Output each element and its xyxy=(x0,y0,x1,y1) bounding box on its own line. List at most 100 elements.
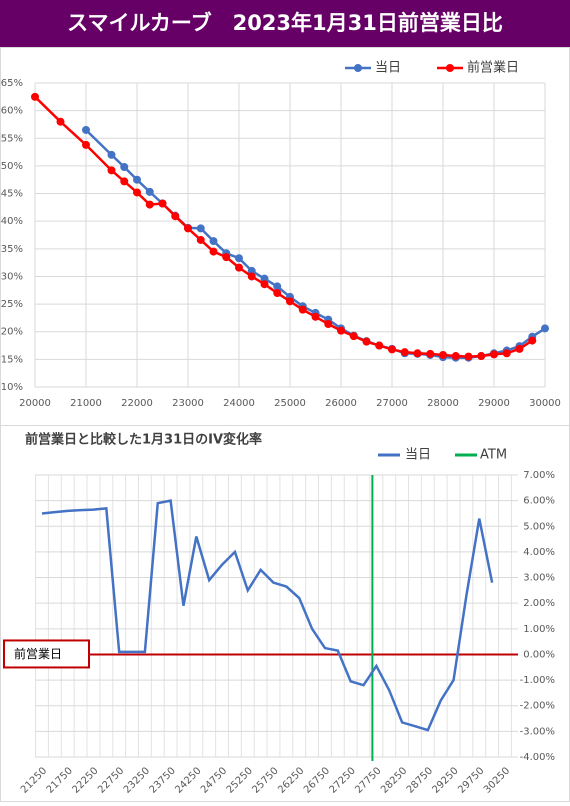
data-point xyxy=(502,349,511,358)
y-tick-label: -3.00% xyxy=(520,726,555,737)
y-tick-label: 2.00% xyxy=(523,598,555,609)
y-tick-label: 55% xyxy=(1,133,23,144)
y-tick-label: 65% xyxy=(1,78,23,89)
y-tick-label: 20% xyxy=(1,327,23,338)
data-point xyxy=(337,326,345,335)
x-tick-label: 26000 xyxy=(325,398,357,409)
x-tick-label: 27750 xyxy=(353,765,383,795)
y-tick-label: 5.00% xyxy=(523,521,555,532)
x-tick-label: 21750 xyxy=(45,765,75,795)
data-point xyxy=(439,350,447,359)
data-point xyxy=(171,212,180,221)
x-tick-label: 29750 xyxy=(456,765,486,795)
data-point xyxy=(145,187,154,196)
baseline-label-box xyxy=(3,639,90,669)
y-tick-label: 45% xyxy=(1,189,23,200)
data-point xyxy=(247,272,256,281)
x-tick-label: 20000 xyxy=(19,398,51,409)
data-point xyxy=(31,92,39,101)
legend-marker xyxy=(354,64,362,72)
x-tick-label: 22000 xyxy=(121,398,153,409)
data-point xyxy=(311,312,320,321)
data-point xyxy=(196,235,205,244)
x-tick-label: 27250 xyxy=(328,765,358,795)
series-line xyxy=(41,499,494,732)
y-tick-label: 4.00% xyxy=(523,547,555,558)
y-tick-label: 50% xyxy=(1,161,23,172)
x-tick-label: 23250 xyxy=(122,765,152,795)
data-point xyxy=(515,344,524,353)
data-point xyxy=(120,177,129,186)
data-point xyxy=(490,350,498,359)
x-tick-label: 26250 xyxy=(276,765,306,795)
y-tick-label: 15% xyxy=(1,354,23,365)
chart-title: 前営業日と比較した1月31日のIV変化率 xyxy=(25,432,262,448)
legend-label: 当日 xyxy=(405,448,431,463)
data-point xyxy=(477,352,486,361)
x-tick-label: 28250 xyxy=(379,765,409,795)
data-point xyxy=(260,274,269,283)
y-tick-label: -1.00% xyxy=(520,675,555,686)
data-point xyxy=(82,140,90,149)
x-tick-label: 23750 xyxy=(148,765,178,795)
data-point xyxy=(158,199,167,208)
data-point xyxy=(541,324,549,333)
data-point xyxy=(209,247,218,256)
data-point xyxy=(426,349,435,358)
x-tick-label: 23000 xyxy=(172,398,204,409)
data-point xyxy=(247,266,256,275)
data-point xyxy=(235,254,243,263)
y-tick-label: 25% xyxy=(1,299,23,310)
x-tick-label: 21250 xyxy=(19,765,49,795)
y-tick-label: 30% xyxy=(1,271,23,282)
y-tick-label: 10% xyxy=(1,382,23,393)
series-line xyxy=(34,95,533,358)
y-tick-label: -4.00% xyxy=(520,752,555,763)
x-tick-label: 30000 xyxy=(529,398,561,409)
x-tick-label: 22250 xyxy=(70,765,100,795)
page-title: スマイルカーブ 2023年1月31日前営業日比 xyxy=(67,11,503,35)
data-point xyxy=(349,332,358,341)
series-line xyxy=(85,129,546,359)
data-point xyxy=(222,253,231,262)
x-tick-label: 28000 xyxy=(427,398,459,409)
data-point xyxy=(400,348,409,357)
x-tick-label: 29000 xyxy=(478,398,510,409)
x-tick-label: 28750 xyxy=(405,765,435,795)
x-tick-label: 29250 xyxy=(431,765,461,795)
y-tick-label: 0.00% xyxy=(523,649,555,660)
chart-frame xyxy=(0,425,570,802)
x-tick-label: 24000 xyxy=(223,398,255,409)
baseline-label: 前営業日 xyxy=(14,646,62,661)
data-point xyxy=(273,282,282,291)
y-tick-label: 6.00% xyxy=(523,496,555,507)
data-point xyxy=(260,280,269,289)
data-point xyxy=(107,150,116,159)
legend-label: ATM xyxy=(480,448,507,463)
data-point xyxy=(286,297,294,306)
y-tick-label: -2.00% xyxy=(520,701,555,712)
x-tick-label: 24750 xyxy=(199,765,229,795)
data-point xyxy=(107,166,116,175)
header-band xyxy=(0,0,570,47)
x-tick-label: 22750 xyxy=(96,765,126,795)
data-point xyxy=(388,345,396,354)
data-point xyxy=(273,289,282,298)
x-tick-label: 21000 xyxy=(70,398,102,409)
y-tick-label: 3.00% xyxy=(523,573,555,584)
legend-label: 当日 xyxy=(375,61,401,76)
data-point xyxy=(528,336,537,345)
x-tick-label: 24250 xyxy=(173,765,203,795)
x-tick-label: 25000 xyxy=(274,398,306,409)
data-point xyxy=(413,349,422,358)
y-tick-label: 35% xyxy=(1,244,23,255)
x-tick-label: 25250 xyxy=(225,765,255,795)
data-point xyxy=(298,305,307,314)
y-tick-label: 1.00% xyxy=(523,624,555,635)
data-point xyxy=(464,352,473,361)
data-point xyxy=(120,163,129,172)
legend-label: 前営業日 xyxy=(467,60,519,76)
data-point xyxy=(56,117,65,126)
legend-marker xyxy=(446,64,454,72)
